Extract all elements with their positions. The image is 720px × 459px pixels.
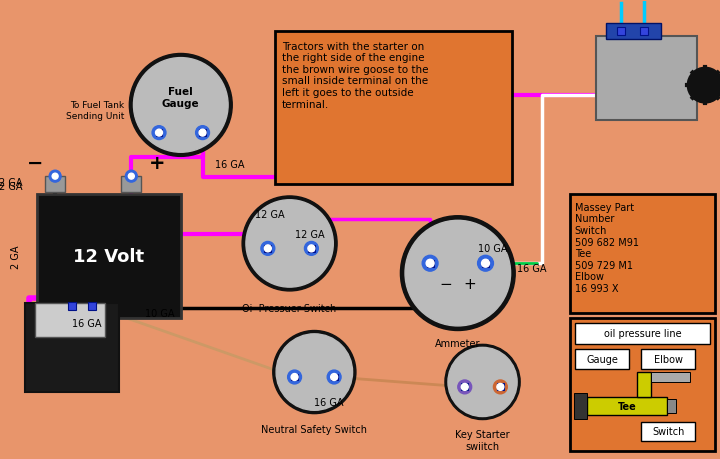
Text: 2 GA: 2 GA bbox=[0, 182, 22, 192]
Bar bbox=[88, 302, 96, 310]
Bar bbox=[574, 393, 588, 419]
Bar bbox=[606, 24, 661, 39]
Text: Oi  Pressuer Switch: Oi Pressuer Switch bbox=[243, 303, 337, 313]
Circle shape bbox=[196, 126, 210, 140]
Circle shape bbox=[128, 174, 135, 180]
Circle shape bbox=[261, 242, 275, 256]
Text: Massey Part
Number
Switch
509 682 M91
Tee
509 729 M1
Elbow
16 993 X: Massey Part Number Switch 509 682 M91 Te… bbox=[575, 202, 639, 293]
Circle shape bbox=[400, 216, 516, 331]
Bar bbox=[462, 384, 468, 391]
Circle shape bbox=[493, 380, 508, 394]
Bar bbox=[35, 303, 104, 338]
Bar bbox=[156, 130, 163, 137]
Circle shape bbox=[422, 256, 438, 272]
Circle shape bbox=[305, 242, 318, 256]
Bar bbox=[570, 195, 715, 313]
Bar bbox=[575, 350, 629, 369]
Text: +: + bbox=[463, 276, 476, 291]
Circle shape bbox=[264, 246, 271, 252]
Bar bbox=[264, 246, 271, 252]
Bar bbox=[575, 323, 710, 345]
Text: Neutral Safety Switch: Neutral Safety Switch bbox=[261, 424, 367, 434]
Circle shape bbox=[242, 196, 337, 291]
Circle shape bbox=[405, 221, 510, 326]
Text: Tractors with the starter on
the right side of the engine
the brown wire goose t: Tractors with the starter on the right s… bbox=[282, 41, 428, 109]
Circle shape bbox=[477, 256, 493, 272]
Circle shape bbox=[156, 130, 163, 137]
Text: 12 GA: 12 GA bbox=[294, 229, 324, 239]
Circle shape bbox=[133, 58, 228, 153]
Text: 10 GA: 10 GA bbox=[145, 308, 174, 318]
Bar bbox=[291, 374, 298, 381]
Bar bbox=[497, 384, 504, 391]
Circle shape bbox=[49, 171, 61, 183]
Text: 2 GA: 2 GA bbox=[0, 178, 22, 188]
Bar bbox=[37, 195, 181, 318]
Circle shape bbox=[448, 347, 517, 417]
Circle shape bbox=[308, 246, 315, 252]
Circle shape bbox=[246, 200, 333, 287]
Text: Key Starter
swiitch: Key Starter swiitch bbox=[455, 430, 510, 451]
Text: Ammeter: Ammeter bbox=[435, 339, 480, 349]
Text: 16 GA: 16 GA bbox=[315, 397, 344, 407]
Bar bbox=[25, 303, 120, 392]
Text: oil pressure line: oil pressure line bbox=[603, 329, 681, 339]
Bar bbox=[651, 372, 690, 382]
Bar bbox=[641, 422, 696, 442]
Text: 12 Volt: 12 Volt bbox=[73, 247, 145, 265]
Circle shape bbox=[130, 54, 233, 157]
Circle shape bbox=[327, 370, 341, 384]
Circle shape bbox=[199, 130, 206, 137]
Text: 16 GA: 16 GA bbox=[517, 263, 546, 274]
Text: To Fuel Tank
Sending Unit: To Fuel Tank Sending Unit bbox=[66, 101, 125, 120]
Bar bbox=[68, 302, 76, 310]
Circle shape bbox=[276, 334, 353, 410]
Bar bbox=[199, 130, 206, 137]
Circle shape bbox=[152, 126, 166, 140]
Circle shape bbox=[273, 331, 356, 414]
Text: Tee: Tee bbox=[618, 401, 636, 411]
Text: Switch: Switch bbox=[652, 426, 685, 437]
Circle shape bbox=[445, 345, 520, 420]
Text: Elbow: Elbow bbox=[654, 354, 683, 364]
Bar bbox=[617, 28, 625, 36]
Bar bbox=[427, 260, 433, 267]
Circle shape bbox=[497, 384, 504, 391]
Bar bbox=[275, 32, 512, 185]
Circle shape bbox=[52, 174, 58, 180]
Circle shape bbox=[291, 374, 298, 381]
Bar bbox=[640, 28, 648, 36]
Text: Gauge: Gauge bbox=[586, 354, 618, 364]
Bar bbox=[330, 374, 338, 381]
Text: 10 GA: 10 GA bbox=[477, 244, 507, 254]
Circle shape bbox=[482, 260, 490, 268]
Text: 16 GA: 16 GA bbox=[215, 160, 245, 170]
Circle shape bbox=[287, 370, 302, 384]
Circle shape bbox=[125, 171, 138, 183]
Text: 2 GA: 2 GA bbox=[11, 245, 21, 268]
Bar bbox=[482, 260, 489, 267]
Circle shape bbox=[688, 68, 720, 104]
Bar bbox=[596, 37, 697, 121]
Circle shape bbox=[462, 384, 468, 391]
Text: Fuel
Gauge: Fuel Gauge bbox=[162, 87, 199, 109]
Text: +: + bbox=[149, 154, 166, 173]
Text: 12 GA: 12 GA bbox=[255, 209, 284, 219]
Bar bbox=[637, 372, 651, 397]
Circle shape bbox=[458, 380, 472, 394]
Bar bbox=[588, 397, 667, 414]
Text: −: − bbox=[440, 276, 452, 291]
Circle shape bbox=[330, 374, 338, 381]
Text: 16 GA: 16 GA bbox=[72, 318, 102, 328]
Bar bbox=[570, 318, 715, 451]
Bar bbox=[122, 177, 141, 193]
Text: −: − bbox=[27, 154, 44, 173]
Bar bbox=[45, 177, 65, 193]
Bar bbox=[667, 399, 677, 413]
Bar bbox=[641, 350, 696, 369]
Bar bbox=[308, 246, 315, 252]
Circle shape bbox=[426, 260, 434, 268]
